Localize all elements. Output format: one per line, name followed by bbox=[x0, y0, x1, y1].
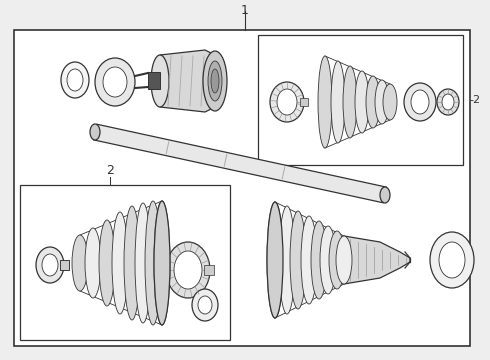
Ellipse shape bbox=[103, 67, 127, 97]
Ellipse shape bbox=[61, 62, 89, 98]
Ellipse shape bbox=[85, 228, 101, 298]
Ellipse shape bbox=[154, 201, 170, 325]
Ellipse shape bbox=[67, 69, 83, 91]
Bar bbox=[60, 260, 69, 270]
Ellipse shape bbox=[124, 206, 140, 320]
Ellipse shape bbox=[211, 69, 219, 93]
Ellipse shape bbox=[151, 55, 169, 107]
Polygon shape bbox=[160, 50, 215, 112]
Polygon shape bbox=[344, 236, 410, 284]
Ellipse shape bbox=[267, 202, 283, 318]
Ellipse shape bbox=[329, 231, 345, 289]
Ellipse shape bbox=[279, 206, 295, 314]
Ellipse shape bbox=[336, 236, 352, 284]
Ellipse shape bbox=[442, 94, 454, 110]
Ellipse shape bbox=[290, 211, 306, 309]
Ellipse shape bbox=[95, 58, 135, 106]
Ellipse shape bbox=[90, 124, 100, 140]
Bar bbox=[60, 260, 69, 270]
Ellipse shape bbox=[145, 201, 161, 325]
Ellipse shape bbox=[380, 187, 390, 203]
Text: 2: 2 bbox=[106, 164, 114, 177]
Ellipse shape bbox=[430, 232, 474, 288]
Bar bbox=[14, 30, 470, 346]
Ellipse shape bbox=[411, 90, 429, 114]
Ellipse shape bbox=[135, 203, 151, 323]
Ellipse shape bbox=[320, 226, 336, 294]
Ellipse shape bbox=[99, 220, 115, 306]
Ellipse shape bbox=[112, 212, 128, 314]
Ellipse shape bbox=[154, 201, 170, 325]
Bar bbox=[300, 98, 308, 106]
Ellipse shape bbox=[166, 242, 210, 298]
Bar bbox=[204, 265, 214, 275]
Ellipse shape bbox=[375, 80, 389, 124]
Ellipse shape bbox=[198, 296, 212, 314]
Ellipse shape bbox=[36, 247, 64, 283]
Ellipse shape bbox=[174, 251, 202, 289]
Ellipse shape bbox=[208, 61, 222, 101]
Bar bbox=[20, 185, 230, 340]
Ellipse shape bbox=[277, 89, 297, 115]
Ellipse shape bbox=[343, 66, 357, 138]
Polygon shape bbox=[93, 124, 387, 203]
Ellipse shape bbox=[301, 216, 317, 304]
Ellipse shape bbox=[437, 89, 459, 115]
Bar bbox=[258, 35, 463, 165]
Ellipse shape bbox=[318, 56, 332, 148]
Ellipse shape bbox=[404, 83, 436, 121]
Text: -2: -2 bbox=[469, 95, 480, 105]
Ellipse shape bbox=[203, 51, 227, 111]
Ellipse shape bbox=[331, 61, 345, 143]
Text: 1: 1 bbox=[241, 4, 249, 17]
Ellipse shape bbox=[270, 82, 304, 122]
Ellipse shape bbox=[355, 71, 369, 133]
Ellipse shape bbox=[72, 235, 88, 291]
Ellipse shape bbox=[42, 254, 58, 276]
Ellipse shape bbox=[267, 202, 283, 318]
Ellipse shape bbox=[439, 242, 465, 278]
Bar bbox=[148, 72, 160, 89]
Ellipse shape bbox=[383, 84, 397, 120]
Ellipse shape bbox=[366, 76, 380, 128]
Ellipse shape bbox=[311, 221, 327, 299]
Ellipse shape bbox=[192, 289, 218, 321]
